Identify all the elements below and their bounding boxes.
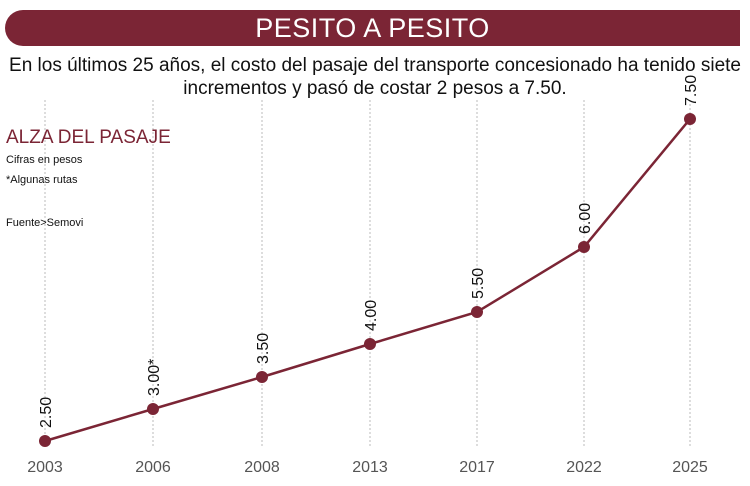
- note-routes: *Algunas rutas: [6, 174, 78, 186]
- data-point: [364, 338, 376, 350]
- data-label: 4.00: [363, 300, 380, 331]
- data-label: 5.50: [470, 268, 487, 299]
- x-tick-label: 2017: [459, 459, 495, 476]
- x-tick-label: 2025: [672, 459, 708, 476]
- x-tick-label: 2013: [352, 459, 388, 476]
- subtitle-line-2: incrementos y pasó de costar 2 pesos a 7…: [183, 78, 567, 99]
- subtitle: En los últimos 25 años, el costo del pas…: [0, 54, 750, 100]
- data-point: [578, 241, 590, 253]
- data-label: 6.00: [577, 203, 594, 234]
- chart-title: ALZA DEL PASAJE: [6, 127, 171, 148]
- subtitle-line-1: En los últimos 25 años, el costo del pas…: [9, 55, 741, 76]
- data-point: [39, 435, 51, 447]
- data-point: [256, 371, 268, 383]
- data-label: 2.50: [38, 397, 55, 428]
- data-point: [684, 113, 696, 125]
- x-tick-label: 2022: [566, 459, 602, 476]
- series-line: [44, 118, 691, 443]
- data-label: 3.00*: [146, 359, 163, 396]
- x-tick-label: 2006: [135, 459, 171, 476]
- source-note: Fuente>Semovi: [6, 217, 84, 229]
- data-point: [471, 306, 483, 318]
- x-tick-label: 2003: [27, 459, 63, 476]
- data-label: 3.50: [255, 333, 272, 364]
- note-units: Cifras en pesos: [6, 154, 83, 166]
- data-label: 7.50: [683, 75, 700, 106]
- x-tick-label: 2008: [244, 459, 280, 476]
- title-banner: PESITO A PESITO: [5, 10, 740, 46]
- data-point: [147, 403, 159, 415]
